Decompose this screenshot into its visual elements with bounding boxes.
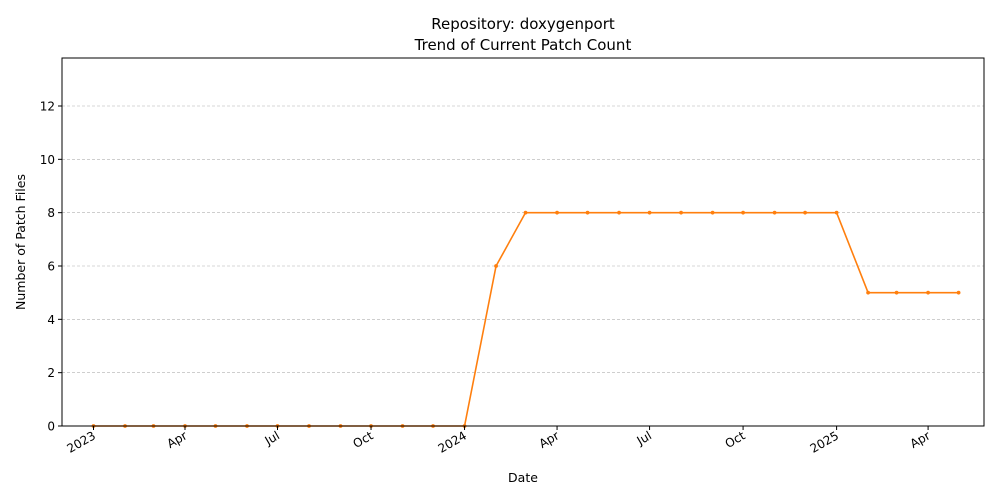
x-tick-label: Apr xyxy=(908,428,933,451)
data-point xyxy=(926,290,930,295)
data-point xyxy=(494,264,498,268)
x-tick-label: 2024 xyxy=(436,428,469,455)
x-tick-label: Apr xyxy=(165,428,190,451)
data-point xyxy=(834,210,839,215)
x-tick-label: 2025 xyxy=(808,428,841,455)
data-point xyxy=(772,210,777,215)
data-point xyxy=(866,290,871,295)
y-tick-label: 8 xyxy=(47,206,55,220)
data-point xyxy=(803,210,807,215)
data-point xyxy=(523,210,528,215)
data-point xyxy=(647,210,652,215)
data-point xyxy=(555,210,559,215)
plot-area xyxy=(91,210,961,428)
y-tick-label: 4 xyxy=(47,313,55,327)
y-axis: 0 2 4 6 8 10 12 xyxy=(40,100,62,434)
y-tick-label: 0 xyxy=(47,420,55,434)
chart-title-line1: Repository: doxygenport xyxy=(431,15,615,33)
x-tick-label: Jul xyxy=(634,428,654,448)
data-point xyxy=(617,210,621,215)
x-tick-label: Apr xyxy=(537,428,562,451)
x-axis: 2023 Apr Jul Oct 2024 Apr Jul Oct 2025 Apr xyxy=(65,426,933,456)
data-point xyxy=(710,210,715,215)
y-axis-label: Number of Patch Files xyxy=(13,174,28,310)
x-tick-label: 2023 xyxy=(65,428,98,455)
data-point xyxy=(585,210,590,215)
y-tick-label: 6 xyxy=(47,260,55,274)
y-tick-label: 2 xyxy=(47,366,55,380)
data-point xyxy=(741,210,745,215)
chart-title-line2: Trend of Current Patch Count xyxy=(414,36,632,54)
plot-frame xyxy=(61,57,985,427)
x-tick-label: Oct xyxy=(351,428,376,451)
x-tick-label: Jul xyxy=(262,428,282,448)
x-tick-label: Oct xyxy=(723,428,748,451)
y-tick-label: 12 xyxy=(40,100,55,114)
data-point xyxy=(956,290,961,295)
data-point xyxy=(679,210,683,215)
gridlines xyxy=(62,105,984,373)
data-point xyxy=(894,290,899,295)
x-axis-label: Date xyxy=(508,470,538,485)
y-tick-label: 10 xyxy=(40,153,55,167)
